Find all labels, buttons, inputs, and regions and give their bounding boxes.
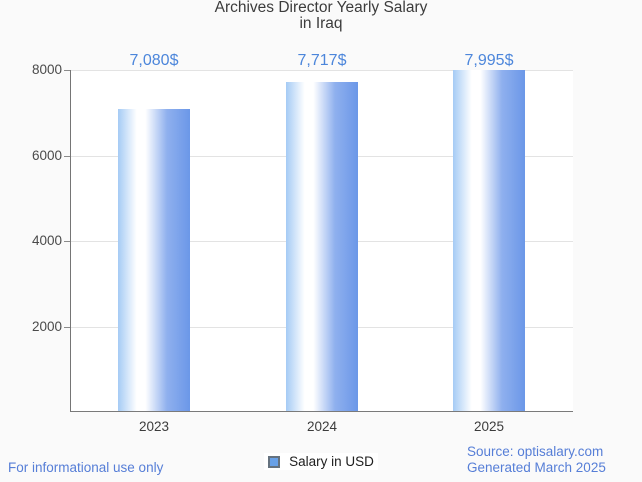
bar-2025[interactable]: [453, 70, 525, 411]
source-link[interactable]: Source: optisalary.com: [467, 444, 604, 459]
bar-2024[interactable]: [286, 82, 358, 411]
y-axis-label-6000: 6000: [31, 148, 62, 163]
legend: Salary in USD: [0, 453, 642, 470]
legend-item-salary[interactable]: Salary in USD: [264, 453, 378, 470]
y-axis-tick-2000: [64, 327, 70, 328]
gridline-8000: [71, 70, 573, 71]
y-axis-tick-4000: [64, 241, 70, 242]
chart-title-line2: in Iraq: [299, 15, 343, 32]
x-axis-label-2025: 2025: [473, 419, 505, 434]
legend-label: Salary in USD: [289, 454, 374, 469]
value-label-2024: 7,717$: [297, 52, 347, 69]
source-attribution: Source: optisalary.com Generated March 2…: [467, 444, 606, 476]
chart-title-line1: Archives Director Yearly Salary: [214, 0, 428, 16]
bar-2023[interactable]: [118, 109, 190, 411]
y-axis-tick-8000: [64, 70, 70, 71]
x-axis-label-2023: 2023: [138, 419, 170, 434]
y-axis-tick-6000: [64, 156, 70, 157]
informational-note: For informational use only: [8, 460, 164, 475]
legend-marker-icon: [268, 455, 281, 468]
generated-date: Generated March 2025: [467, 460, 606, 475]
value-label-2025: 7,995$: [464, 52, 514, 69]
y-axis-label-4000: 4000: [31, 233, 62, 248]
value-label-2023: 7,080$: [129, 52, 179, 69]
x-axis-label-2024: 2024: [306, 419, 338, 434]
chart-title: Archives Director Yearly Salary in Iraq: [0, 0, 642, 32]
y-axis-label-2000: 2000: [31, 319, 62, 334]
y-axis-label-8000: 8000: [31, 62, 62, 77]
